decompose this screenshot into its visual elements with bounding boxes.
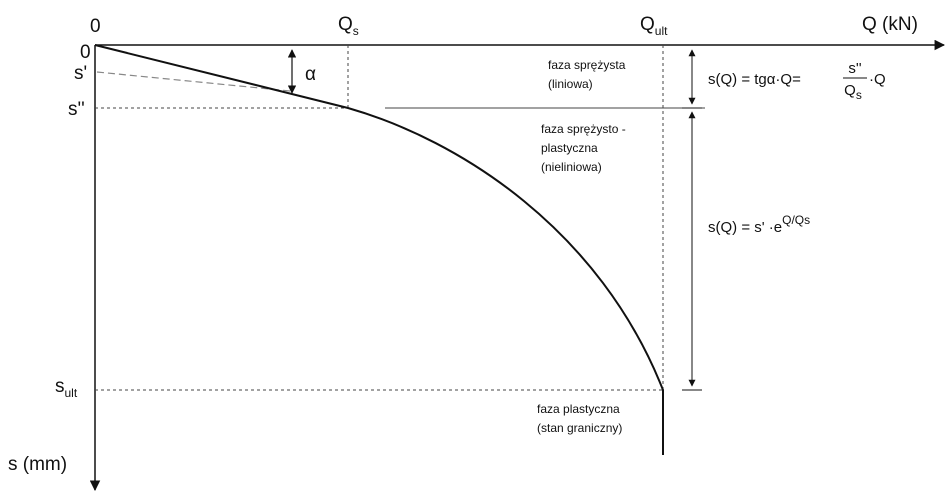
qs-label: Qs	[338, 14, 359, 38]
formula-exponential: s(Q) = s' ·eQ/Qs	[708, 213, 810, 236]
formula-linear-numerator: s''	[848, 60, 861, 77]
qs-main: Q	[338, 14, 353, 35]
exponential-exponent: Q/Qs	[782, 213, 810, 227]
phase-elastic-1: faza sprężysta	[548, 58, 626, 72]
sult-main: s	[55, 376, 65, 397]
phase-elastoplastic-2: plastyczna	[541, 141, 598, 155]
denominator-main: Q	[844, 82, 856, 99]
phase-elastoplastic-1: faza sprężysto -	[541, 122, 626, 136]
load-settlement-curve	[94, 44, 664, 455]
qult-sub: ult	[655, 24, 668, 38]
sult-label: sult	[55, 376, 78, 400]
y-axis-label: s (mm)	[8, 454, 67, 475]
exponential-base: s(Q) = s' ·e	[708, 219, 782, 236]
formula-linear-left: s(Q) = tgα·Q=	[708, 71, 801, 88]
y-origin: 0	[80, 42, 91, 63]
s-prime-label: s'	[74, 63, 87, 84]
formula-linear-right: ·Q	[869, 71, 886, 88]
tangent-extension	[96, 71, 291, 92]
qult-label: Qult	[640, 14, 668, 38]
dimension-line	[682, 49, 702, 391]
phase-elastic-2: (liniowa)	[548, 77, 593, 91]
phase-plastic-1: faza plastyczna	[537, 402, 620, 416]
qs-sub: s	[353, 24, 359, 38]
x-axis-label: Q (kN)	[862, 14, 918, 35]
formula-linear-denominator: Qs	[844, 82, 862, 102]
phase-elastoplastic-3: (nieliniowa)	[541, 160, 602, 174]
denominator-sub: s	[856, 88, 862, 102]
angle-label: α	[305, 64, 316, 85]
phase-plastic-2: (stan graniczny)	[537, 421, 622, 435]
sult-sub: ult	[65, 386, 78, 400]
s-double-label: s''	[68, 99, 85, 120]
x-origin: 0	[90, 16, 101, 37]
qult-main: Q	[640, 14, 655, 35]
guides	[95, 45, 664, 391]
